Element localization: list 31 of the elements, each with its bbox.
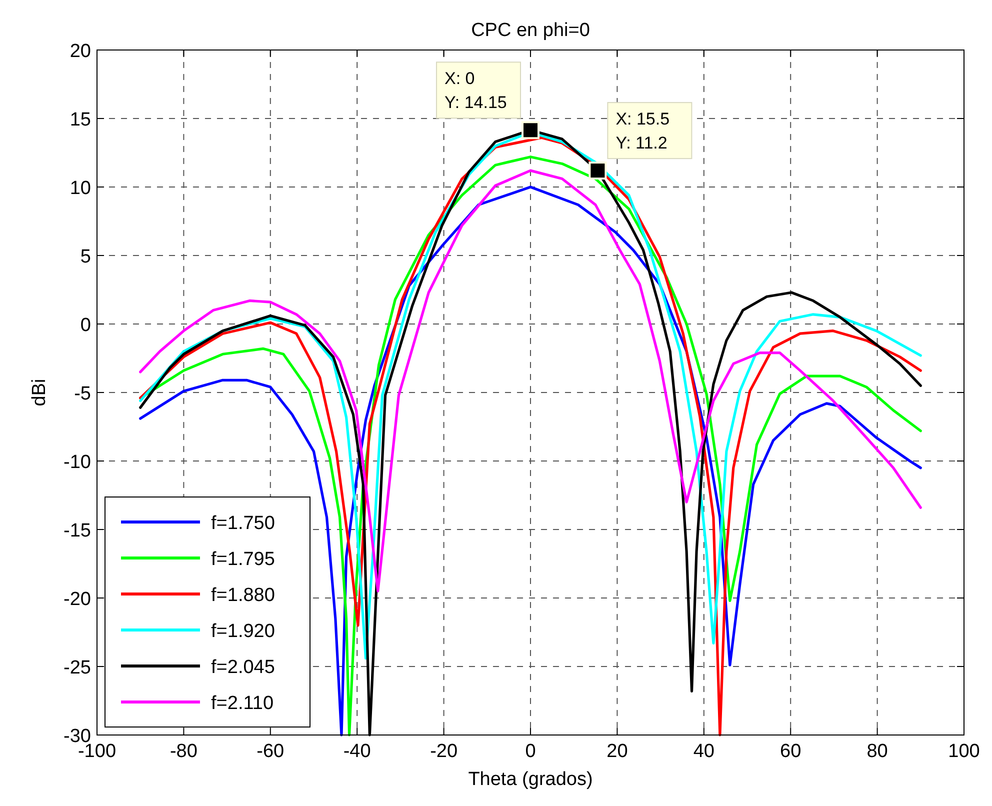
chart-title: CPC en phi=0 — [471, 20, 590, 41]
y-axis-title: dBi — [29, 378, 50, 406]
y-tick-label: -10 — [64, 452, 91, 473]
x-tick-label: -80 — [170, 741, 198, 762]
x-tick-label: 80 — [866, 741, 888, 762]
x-tick-label: 40 — [693, 741, 714, 762]
y-tick-label: 5 — [80, 246, 91, 268]
y-tick-label: -15 — [64, 520, 91, 542]
legend-label: f=1.880 — [211, 585, 275, 606]
x-tick-label: -20 — [430, 741, 458, 762]
y-tick-label: 15 — [70, 110, 91, 130]
x-tick-label: 20 — [606, 741, 628, 762]
legend-label: f=2.110 — [211, 693, 274, 714]
x-tick-label: 0 — [525, 741, 536, 762]
annotation: X: 15.5 Y: 11.2 — [616, 110, 670, 153]
y-tick-label: 20 — [70, 41, 91, 62]
legend-label: f=2.045 — [211, 657, 275, 678]
y-tick-label: 0 — [80, 315, 91, 336]
legend-label: f=1.795 — [211, 549, 275, 570]
x-tick-label: 60 — [780, 741, 802, 762]
annotation: X: 0 Y: 14.15 — [444, 69, 507, 112]
x-tick-label: -60 — [256, 741, 284, 762]
y-tick-label: -5 — [74, 384, 91, 404]
x-tick-label: 100 — [948, 741, 980, 762]
y-tick-label: -25 — [64, 658, 91, 678]
x-axis-title: Theta (grados) — [468, 769, 593, 790]
y-tick-label: 10 — [70, 178, 91, 199]
x-tick-label: -40 — [343, 741, 371, 762]
legend-label: f=1.920 — [211, 621, 275, 642]
legend-label: f=1.750 — [211, 513, 275, 534]
y-tick-label: -20 — [64, 589, 91, 610]
